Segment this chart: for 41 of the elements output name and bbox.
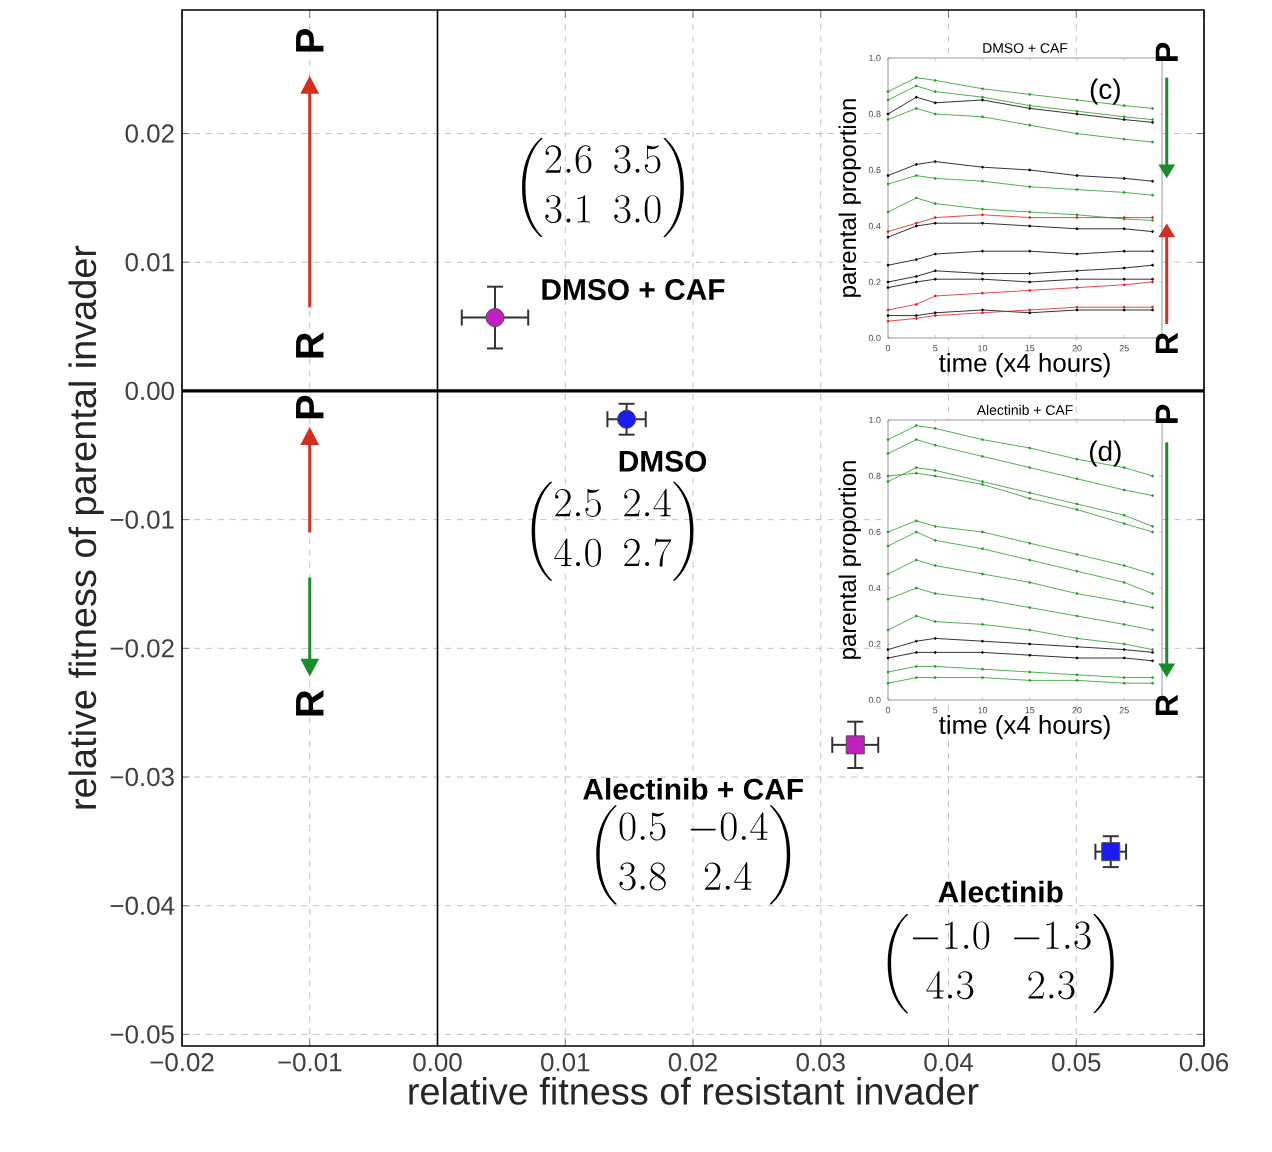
series-label: DMSO (619, 450, 707, 472)
y-axis-title: relative fitness of parental invader (68, 245, 104, 809)
y-tick-label: −0.01 (110, 510, 174, 529)
y-tick-label: −0.03 (110, 767, 174, 787)
annotation: $\begin{pmatrix}2.6 & 3.5\\ 3.1 & 3.0\end{pmatrix}$ (522, 137, 684, 238)
x-tick-label: 0.04 (924, 1053, 973, 1072)
annotation: R (1155, 694, 1178, 715)
x-tick-label: 0.00 (413, 1053, 462, 1072)
y-tick-label: −0.05 (110, 1025, 174, 1044)
annotation: $\begin{pmatrix}2.5 & 2.4\\ 4.0 & 2.7\end{pmatrix}$ (531, 481, 694, 581)
series-label: Alectinib + CAF (583, 777, 803, 800)
y-tick-label: 0.02 (125, 124, 174, 143)
y-tick-label: −0.04 (110, 896, 175, 915)
x-axis-title: relative fitness of resistant invader (409, 1077, 979, 1105)
annotation: $\begin{pmatrix}0.5 & -0.4\\ 3.8 & 2.4\end{pmatrix}$ (596, 805, 791, 905)
x-tick-label: 0.02 (668, 1053, 717, 1072)
series-label: Alectinib (938, 880, 1063, 903)
x-tick-label: 0.06 (1179, 1053, 1229, 1072)
x-axis-title: time (x4 hours) (939, 353, 1110, 378)
y-axis-title: parental proportion (838, 99, 861, 297)
x-tick-label: 0.05 (1052, 1053, 1101, 1072)
annotation: P (1155, 42, 1178, 61)
x-tick-label: −0.02 (150, 1053, 214, 1072)
y-tick-label: 0.01 (125, 253, 174, 272)
annotation: P (296, 28, 324, 52)
x-axis-title: time (x4 hours) (939, 715, 1110, 740)
x-tick-label: 0.03 (796, 1053, 845, 1072)
annotation: (d) (1089, 440, 1121, 467)
annotation: P (296, 395, 324, 419)
x-tick-label: −0.01 (278, 1053, 342, 1072)
y-tick-label: −0.02 (110, 639, 174, 658)
annotation: $\begin{pmatrix}-1.0 & -1.3\\ 4.3 & 2.3\end{pmatrix}$ (887, 914, 1114, 1014)
x-tick-label: 0.01 (541, 1053, 590, 1072)
series-label: DMSO + CAF (542, 278, 725, 301)
y-tick-label: 0.00 (125, 381, 174, 401)
annotation: R (1155, 332, 1178, 353)
annotation: R (296, 332, 324, 358)
annotation: P (1155, 404, 1178, 423)
annotation: (c) (1090, 78, 1120, 105)
annotation: R (296, 690, 324, 716)
y-axis-title: parental proportion (838, 461, 861, 659)
